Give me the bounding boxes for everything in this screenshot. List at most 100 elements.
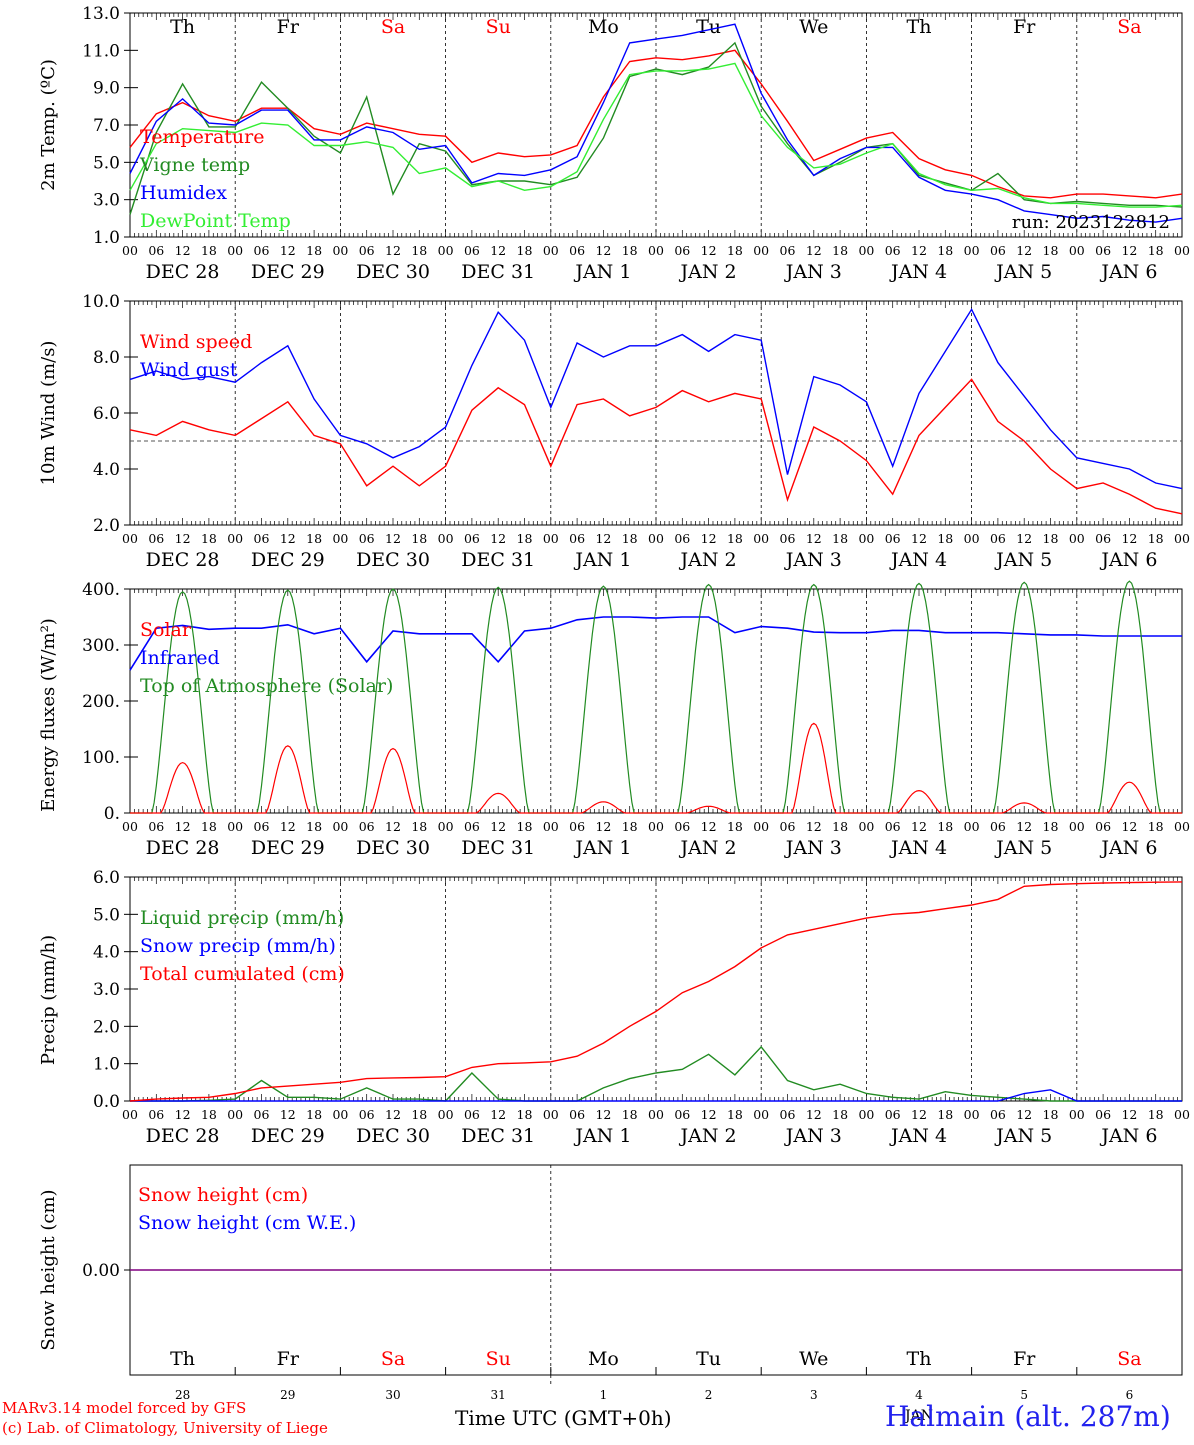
- hour-label: 06: [885, 531, 901, 546]
- hour-label: 06: [990, 1107, 1006, 1122]
- hour-label: 00: [122, 819, 138, 834]
- y-tick-label: 4.0: [93, 460, 120, 480]
- date-label: DEC 29: [251, 261, 325, 283]
- hour-label: 06: [464, 819, 480, 834]
- hour-label: 00: [543, 243, 559, 258]
- hour-label: 00: [122, 531, 138, 546]
- hour-label: 12: [595, 243, 611, 258]
- date-label: JAN 2: [679, 261, 737, 283]
- hour-label: 00: [648, 531, 664, 546]
- y-axis-label: Energy fluxes (W/m²): [38, 618, 59, 812]
- y-tick-label: 0.: [104, 804, 120, 824]
- hour-label: 06: [569, 819, 585, 834]
- legend-solar: Solar: [140, 619, 192, 641]
- hour-label: 12: [385, 531, 401, 546]
- hour-label: 12: [1121, 1107, 1137, 1122]
- day-number: 6: [1126, 1388, 1134, 1402]
- hour-label: 06: [359, 243, 375, 258]
- date-label: DEC 30: [356, 261, 430, 283]
- hour-label: 12: [701, 819, 717, 834]
- hour-label: 12: [490, 531, 506, 546]
- hour-label: 18: [937, 531, 953, 546]
- weekday-label: Tu: [696, 1348, 721, 1370]
- hour-label: 12: [701, 243, 717, 258]
- date-label: JAN 3: [784, 1125, 842, 1147]
- hour-label: 00: [438, 243, 454, 258]
- hour-label: 06: [464, 1107, 480, 1122]
- hour-label: 06: [148, 531, 164, 546]
- y-tick-label: 11.0: [82, 41, 120, 61]
- hour-label: 00: [964, 819, 980, 834]
- legend-snow-height-cm-: Snow height (cm): [138, 1184, 308, 1206]
- hour-label: 12: [490, 819, 506, 834]
- y-tick-label: 0.00: [82, 1261, 120, 1281]
- hour-label: 18: [937, 819, 953, 834]
- hour-label: 18: [1148, 819, 1164, 834]
- series-total-cumulated-cm-: [129, 881, 1183, 1102]
- hour-label: 00: [543, 819, 559, 834]
- hour-label: 18: [1148, 531, 1164, 546]
- hour-label: 18: [517, 819, 533, 834]
- hour-label: 00: [122, 243, 138, 258]
- series-solar: [130, 722, 1182, 814]
- hour-label: 18: [411, 1107, 427, 1122]
- hour-label: 06: [674, 819, 690, 834]
- hour-label: 06: [780, 531, 796, 546]
- date-label: JAN 5: [994, 1125, 1052, 1147]
- hour-label: 18: [1043, 531, 1059, 546]
- hour-label: 18: [622, 531, 638, 546]
- day-number: 31: [491, 1388, 506, 1402]
- legend-top-of-atmosphere-solar-: Top of Atmosphere (Solar): [140, 675, 393, 697]
- hour-label: 18: [201, 819, 217, 834]
- hour-label: 00: [1069, 819, 1085, 834]
- run-label: run: 2023122812: [1012, 212, 1170, 233]
- date-label: JAN 5: [994, 549, 1052, 571]
- hour-label: 12: [806, 819, 822, 834]
- date-label: DEC 28: [146, 261, 220, 283]
- hour-label: 18: [727, 819, 743, 834]
- hour-label: 00: [543, 531, 559, 546]
- y-tick-label: 5.0: [93, 905, 120, 925]
- panel-frame-3: [129, 588, 1183, 814]
- weekday-label: Fr: [277, 1348, 300, 1370]
- hour-label: 12: [911, 531, 927, 546]
- hour-label: 06: [990, 819, 1006, 834]
- legend-dewpoint-temp: DewPoint Temp: [140, 210, 291, 232]
- hour-label: 18: [937, 1107, 953, 1122]
- y-tick-label: 8.0: [93, 348, 120, 368]
- y-tick-label: 2.0: [93, 516, 120, 536]
- date-label: DEC 28: [146, 549, 220, 571]
- weekday-label: Sa: [1117, 16, 1141, 38]
- hour-label: 12: [911, 1107, 927, 1122]
- hour-label: 18: [411, 243, 427, 258]
- weekday-label: Su: [486, 16, 511, 38]
- day-number: 1: [600, 1388, 608, 1402]
- hour-label: 18: [517, 243, 533, 258]
- hour-label: 06: [148, 243, 164, 258]
- y-tick-label: 1.0: [93, 228, 120, 248]
- hour-label: 18: [622, 243, 638, 258]
- hour-label: 00: [227, 819, 243, 834]
- hour-label: 06: [254, 819, 270, 834]
- hour-label: 12: [701, 1107, 717, 1122]
- hour-label: 00: [122, 1107, 138, 1122]
- hour-label: 00: [1069, 531, 1085, 546]
- date-label: DEC 30: [356, 549, 430, 571]
- weekday-label: We: [799, 16, 828, 38]
- y-tick-label: 6.0: [93, 404, 120, 424]
- day-number: 29: [280, 1388, 295, 1402]
- series-humidex: [129, 23, 1183, 223]
- hour-label: 18: [1043, 819, 1059, 834]
- hour-label: 00: [858, 531, 874, 546]
- date-label: DEC 29: [251, 549, 325, 571]
- y-tick-label: 4.0: [93, 943, 120, 963]
- date-label: DEC 31: [461, 1125, 535, 1147]
- date-label: DEC 30: [356, 1125, 430, 1147]
- hour-label: 18: [306, 243, 322, 258]
- hour-label: 06: [885, 819, 901, 834]
- date-label: DEC 31: [461, 261, 535, 283]
- hour-label: 18: [411, 531, 427, 546]
- date-label: JAN 6: [1099, 1125, 1157, 1147]
- y-tick-label: 400.: [82, 580, 120, 600]
